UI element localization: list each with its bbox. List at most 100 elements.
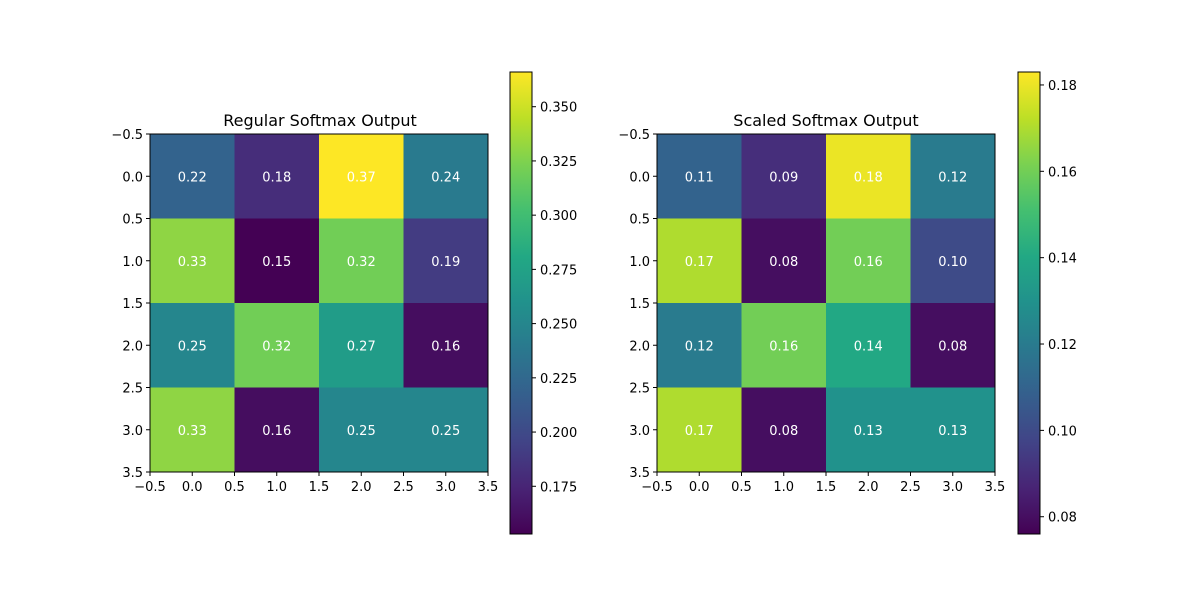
y-tick-label: 0.5 xyxy=(629,213,650,228)
heatmap-cell-r1-c3 xyxy=(910,218,996,304)
colorbar-gradient xyxy=(1017,71,1041,535)
cell-value-label-r1-c0: 0.33 xyxy=(178,255,207,270)
colorbar-tick-label: 0.10 xyxy=(1048,424,1077,439)
y-tick-label: 2.0 xyxy=(122,339,143,354)
cell-value-label-r0-c1: 0.09 xyxy=(769,170,798,185)
colorbar-tick-label: 0.200 xyxy=(540,426,577,441)
x-tick-label: 3.0 xyxy=(435,480,456,495)
y-axis-ticks: −0.5 0.0 0.5 1.0 1.5 2.0 2.5 3.0 3.5 xyxy=(111,128,150,481)
colorbar: 0.08 0.10 0.12 0.14 0.16 0.18 xyxy=(1017,71,1077,535)
cell-value-label-r3-c0: 0.17 xyxy=(685,424,714,439)
cell-value-label-r2-c1: 0.16 xyxy=(769,339,798,354)
y-tick-label: 2.0 xyxy=(629,339,650,354)
cell-value-label-r0-c0: 0.22 xyxy=(178,170,207,185)
heatmap-cell-r1-c1 xyxy=(234,218,320,304)
y-axis-ticks: −0.5 0.0 0.5 1.0 1.5 2.0 2.5 3.0 3.5 xyxy=(618,128,657,481)
x-tick-label: 2.5 xyxy=(393,480,414,495)
cell-value-label-r2-c1: 0.32 xyxy=(262,339,291,354)
colorbar-tick-label: 0.12 xyxy=(1048,338,1077,353)
x-tick-label: 2.5 xyxy=(900,480,921,495)
y-tick-label: 0.0 xyxy=(122,170,143,185)
cell-value-label-r1-c1: 0.08 xyxy=(769,255,798,270)
colorbar-tick-label: 0.16 xyxy=(1048,165,1077,180)
heatmap-cells xyxy=(150,134,489,473)
heatmap-cell-r0-c3 xyxy=(910,134,996,219)
y-tick-label: 3.0 xyxy=(629,424,650,439)
heatmap-cell-r0-c1 xyxy=(234,134,320,219)
x-tick-label: 3.5 xyxy=(985,480,1006,495)
heatmap-cell-r2-c0 xyxy=(657,303,742,388)
x-tick-label: −0.5 xyxy=(134,480,166,495)
heatmap-cell-r3-c0 xyxy=(657,387,742,473)
heatmap-cell-r0-c3 xyxy=(403,134,489,219)
heatmap-cell-r1-c2 xyxy=(319,218,404,304)
cell-value-label-r0-c0: 0.11 xyxy=(685,170,714,185)
heatmap-cell-labels: 0.11 0.09 0.18 0.12 0.17 0.08 0.16 0.10 0.12 0.16… xyxy=(685,170,967,439)
y-tick-label: 1.0 xyxy=(629,255,650,270)
heatmap-title: Scaled Softmax Output xyxy=(733,111,918,130)
cell-value-label-r2-c3: 0.16 xyxy=(431,339,460,354)
colorbar-tick-label: 0.14 xyxy=(1048,252,1077,267)
cell-value-label-r2-c2: 0.27 xyxy=(347,339,376,354)
cell-value-label-r2-c0: 0.12 xyxy=(685,339,714,354)
x-tick-label: 3.0 xyxy=(942,480,963,495)
cell-value-label-r1-c0: 0.17 xyxy=(685,255,714,270)
x-tick-label: −0.5 xyxy=(641,480,673,495)
x-tick-label: 0.5 xyxy=(731,480,752,495)
heatmap-cell-r0-c1 xyxy=(741,134,827,219)
cell-value-label-r2-c0: 0.25 xyxy=(178,339,207,354)
heatmap-cell-r3-c2 xyxy=(319,387,404,473)
heatmap-cell-r1-c2 xyxy=(826,218,911,304)
colorbar-tick-label: 0.18 xyxy=(1048,79,1077,94)
heatmap-cell-r1-c3 xyxy=(403,218,489,304)
cell-value-label-r3-c1: 0.08 xyxy=(769,424,798,439)
cell-value-label-r1-c2: 0.16 xyxy=(854,255,883,270)
x-axis-ticks: −0.5 0.0 0.5 1.0 1.5 2.0 2.5 3.0 3.5 xyxy=(134,472,498,495)
heatmap-cell-r3-c1 xyxy=(234,387,320,473)
heatmap-cell-r0-c0 xyxy=(150,134,235,219)
y-tick-label: −0.5 xyxy=(618,128,650,143)
cell-value-label-r2-c3: 0.08 xyxy=(938,339,967,354)
cell-value-label-r1-c2: 0.32 xyxy=(347,255,376,270)
x-tick-label: 0.5 xyxy=(224,480,245,495)
x-tick-label: 1.0 xyxy=(773,480,794,495)
x-tick-label: 0.0 xyxy=(689,480,710,495)
heatmap-cell-r1-c0 xyxy=(150,218,235,304)
cell-value-label-r3-c1: 0.16 xyxy=(262,424,291,439)
colorbar: 0.175 0.200 0.225 0.250 0.275 0.300 0.325 0.350 xyxy=(509,71,577,535)
x-tick-label: 2.0 xyxy=(351,480,372,495)
heatmap-title: Regular Softmax Output xyxy=(223,111,417,130)
x-tick-label: 3.5 xyxy=(478,480,499,495)
cell-value-label-r3-c2: 0.13 xyxy=(854,424,883,439)
y-tick-label: 1.0 xyxy=(122,255,143,270)
heatmap-panel-regular: Regular Softmax Output 0.22 0.18 0.37 0.24 0… xyxy=(111,71,577,535)
heatmap-cells xyxy=(657,134,996,473)
cell-value-label-r3-c3: 0.25 xyxy=(431,424,460,439)
heatmap-cell-r3-c3 xyxy=(910,387,996,473)
heatmap-cell-r1-c1 xyxy=(741,218,827,304)
heatmap-cell-r0-c0 xyxy=(657,134,742,219)
cell-value-label-r0-c1: 0.18 xyxy=(262,170,291,185)
x-tick-label: 1.5 xyxy=(816,480,837,495)
x-tick-label: 1.0 xyxy=(266,480,287,495)
heatmap-cell-r1-c0 xyxy=(657,218,742,304)
heatmap-cell-r2-c1 xyxy=(741,303,827,388)
cell-value-label-r1-c3: 0.10 xyxy=(938,255,967,270)
x-tick-label: 1.5 xyxy=(309,480,330,495)
cell-value-label-r3-c3: 0.13 xyxy=(938,424,967,439)
x-tick-label: 2.0 xyxy=(858,480,879,495)
cell-value-label-r0-c2: 0.37 xyxy=(347,170,376,185)
heatmap-cell-r2-c3 xyxy=(910,303,996,388)
colorbar-tick-label: 0.275 xyxy=(540,263,577,278)
x-axis-ticks: −0.5 0.0 0.5 1.0 1.5 2.0 2.5 3.0 3.5 xyxy=(641,472,1005,495)
heatmap-cell-labels: 0.22 0.18 0.37 0.24 0.33 0.15 0.32 0.19 0.25 0.32… xyxy=(178,170,460,439)
colorbar-tick-label: 0.225 xyxy=(540,372,577,387)
y-tick-label: 0.5 xyxy=(122,213,143,228)
cell-value-label-r3-c0: 0.33 xyxy=(178,424,207,439)
heatmap-cell-r2-c3 xyxy=(403,303,489,388)
cell-value-label-r0-c3: 0.24 xyxy=(431,170,460,185)
heatmap-panel-scaled: Scaled Softmax Output 0.11 0.09 0.18 0.12 0.… xyxy=(618,71,1077,535)
y-tick-label: 2.5 xyxy=(629,382,650,397)
heatmap-cell-r3-c3 xyxy=(403,387,489,473)
